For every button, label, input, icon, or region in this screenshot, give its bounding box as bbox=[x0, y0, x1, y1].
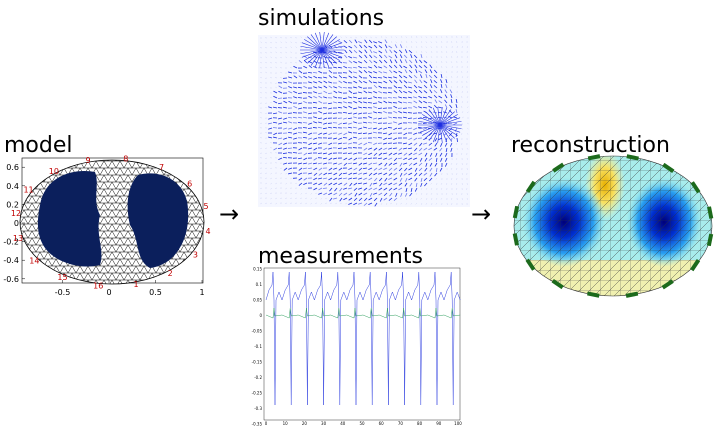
y-tick-label: 0.05 bbox=[253, 298, 262, 303]
flow-arrow bbox=[393, 117, 397, 118]
y-tick-label: -0.35 bbox=[252, 422, 263, 426]
mesh bbox=[15, 155, 215, 290]
flow-arrow bbox=[368, 113, 372, 114]
y-tick-label: 0 bbox=[14, 219, 19, 228]
x-tick-label: 0.5 bbox=[149, 288, 162, 297]
electrode-label: 5 bbox=[203, 202, 208, 211]
flow-arrow bbox=[288, 148, 292, 149]
y-tick-label: -0.2 bbox=[254, 375, 262, 380]
flow-arrow bbox=[368, 142, 372, 143]
flow-arrow bbox=[303, 122, 307, 123]
electrode-label: 14 bbox=[29, 256, 39, 265]
x-tick-label: 0 bbox=[106, 288, 111, 297]
panel-label: model bbox=[4, 133, 73, 158]
flow-arrow bbox=[457, 138, 458, 142]
electrode-label: 6 bbox=[187, 180, 192, 189]
flow-arrow bbox=[343, 137, 347, 138]
flow-arrow bbox=[388, 123, 392, 124]
x-tick-label: 50 bbox=[359, 421, 365, 426]
x-tick-label: 30 bbox=[321, 421, 327, 426]
flow-arrow bbox=[388, 127, 392, 128]
electrode-label: 15 bbox=[57, 273, 67, 282]
panel-label: simulations bbox=[258, 6, 384, 31]
flow-arrow bbox=[308, 128, 312, 129]
diagram: model 0.60.40.20-0.2-0.4-0.6-0.500.51123… bbox=[0, 0, 714, 426]
panel-label: reconstruction bbox=[511, 133, 670, 158]
flow-arrow bbox=[308, 153, 312, 154]
y-tick-label: 0 bbox=[259, 313, 262, 318]
flow-arrow bbox=[368, 102, 372, 103]
y-tick-label: -0.25 bbox=[252, 391, 263, 396]
flow-arrow bbox=[348, 153, 352, 154]
flow-arrow bbox=[298, 132, 302, 133]
panel-label: measurements bbox=[258, 244, 423, 269]
electrode-label: 7 bbox=[159, 163, 164, 172]
arrow: → bbox=[219, 200, 239, 228]
y-tick-label: -0.1 bbox=[254, 344, 262, 349]
x-tick-label: 60 bbox=[379, 421, 385, 426]
x-tick-label: -0.5 bbox=[55, 288, 71, 297]
flow-arrow bbox=[348, 67, 352, 68]
electrode-label: 16 bbox=[93, 281, 103, 290]
x-tick-label: 90 bbox=[436, 421, 442, 426]
x-tick-label: 80 bbox=[417, 421, 423, 426]
flow-arrow bbox=[353, 178, 357, 179]
reconstruction-image bbox=[510, 150, 714, 300]
y-tick-label: 0.15 bbox=[253, 267, 262, 272]
electrode-label: 12 bbox=[11, 209, 21, 218]
flow-arrow bbox=[408, 118, 412, 119]
x-tick-label: 100 bbox=[454, 421, 462, 426]
y-tick-label: -0.6 bbox=[3, 275, 19, 284]
flow-arrow bbox=[378, 112, 382, 113]
x-tick-label: 0 bbox=[265, 421, 268, 426]
electrode-label: 13 bbox=[13, 234, 23, 243]
flow-arrow bbox=[283, 153, 287, 154]
electrode-label: 8 bbox=[123, 155, 128, 164]
y-tick-label: -0.4 bbox=[3, 256, 19, 265]
flow-arrow bbox=[313, 127, 317, 128]
flow-arrow bbox=[318, 153, 322, 154]
y-tick-label: 0.6 bbox=[6, 163, 19, 172]
flow-arrow bbox=[298, 122, 302, 123]
electrode-label: 9 bbox=[85, 156, 90, 165]
flow-arrow bbox=[373, 103, 377, 104]
flow-arrow bbox=[388, 97, 392, 98]
flow-arrow bbox=[323, 188, 327, 189]
y-tick-label: 0.4 bbox=[6, 182, 19, 191]
electrode-label: 3 bbox=[193, 251, 198, 260]
flow-arrow bbox=[368, 122, 372, 123]
x-tick-label: 10 bbox=[283, 421, 289, 426]
x-tick-label: 70 bbox=[398, 421, 404, 426]
x-tick-label: 1 bbox=[199, 288, 204, 297]
y-tick-label: 0.1 bbox=[256, 282, 263, 287]
y-tick-label: -0.05 bbox=[252, 329, 263, 334]
flow-arrow bbox=[438, 117, 442, 118]
electrode-label: 2 bbox=[168, 269, 173, 278]
electrode-label: 11 bbox=[23, 185, 33, 194]
flow-arrow bbox=[338, 148, 342, 149]
x-tick-label: 20 bbox=[302, 421, 308, 426]
arrow: → bbox=[471, 200, 491, 228]
electrode-label: 1 bbox=[133, 280, 138, 289]
electrode-label: 10 bbox=[49, 167, 59, 176]
flow-arrow bbox=[273, 127, 277, 128]
y-tick-label: -0.3 bbox=[254, 406, 262, 411]
flow-arrow bbox=[303, 92, 307, 93]
x-tick-label: 40 bbox=[340, 421, 346, 426]
flow-arrow bbox=[343, 123, 347, 124]
y-tick-label: -0.15 bbox=[252, 360, 263, 365]
flow-arrow bbox=[363, 133, 367, 134]
electrode-label: 4 bbox=[205, 227, 210, 236]
